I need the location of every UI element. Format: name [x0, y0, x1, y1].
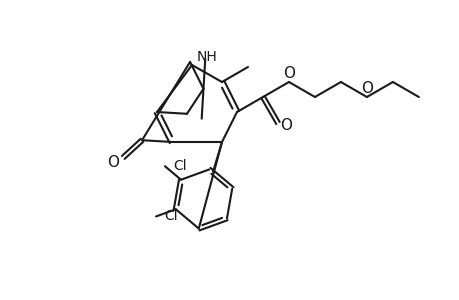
- Text: NH: NH: [196, 50, 217, 64]
- Text: O: O: [280, 118, 291, 134]
- Text: O: O: [282, 65, 294, 80]
- Text: O: O: [107, 155, 119, 170]
- Text: Cl: Cl: [164, 209, 177, 224]
- Text: O: O: [360, 80, 372, 95]
- Text: Cl: Cl: [173, 159, 186, 173]
